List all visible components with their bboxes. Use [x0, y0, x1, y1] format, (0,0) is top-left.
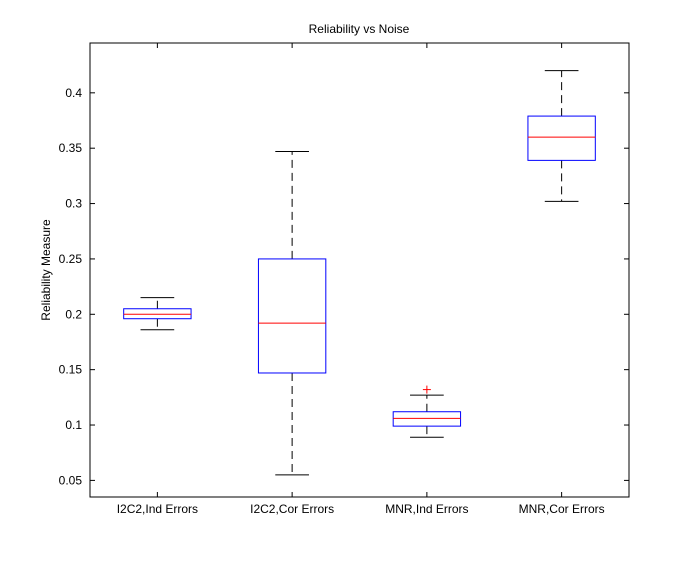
box-group [527, 70, 596, 202]
box-group [392, 385, 462, 438]
box-group [257, 151, 327, 476]
x-tick-label: MNR,Ind Errors [385, 502, 468, 516]
y-tick-label: 0.05 [59, 473, 83, 487]
y-tick-label: 0.25 [59, 252, 83, 266]
x-axis-ticks: I2C2,Ind Errors I2C2,Cor Errors MNR,Ind Er… [117, 43, 605, 516]
interquartile-box [392, 411, 462, 427]
outlier-marker [422, 385, 431, 394]
plot-area [89, 42, 630, 498]
x-tick-label: MNR,Cor Errors [519, 502, 605, 516]
y-tick-label: 0.2 [65, 307, 82, 321]
x-tick-label: I2C2,Cor Errors [250, 502, 334, 516]
y-tick-label: 0.15 [59, 363, 83, 377]
y-tick-label: 0.1 [65, 418, 82, 432]
x-tick-label: I2C2,Ind Errors [117, 502, 198, 516]
y-axis-label: Reliability Measure [39, 219, 53, 321]
interquartile-box [257, 258, 327, 374]
y-tick-label: 0.3 [65, 197, 82, 211]
y-tick-label: 0.35 [59, 141, 83, 155]
box-group [123, 297, 192, 331]
interquartile-box [123, 308, 192, 320]
y-tick-label: 0.4 [65, 86, 82, 100]
y-axis-ticks: 0.05 0.1 0.15 0.2 0.25 0.3 0.35 0.4 [59, 86, 629, 487]
box-series [123, 70, 596, 476]
interquartile-box [527, 115, 596, 161]
chart-title: Reliability vs Noise [309, 22, 410, 36]
